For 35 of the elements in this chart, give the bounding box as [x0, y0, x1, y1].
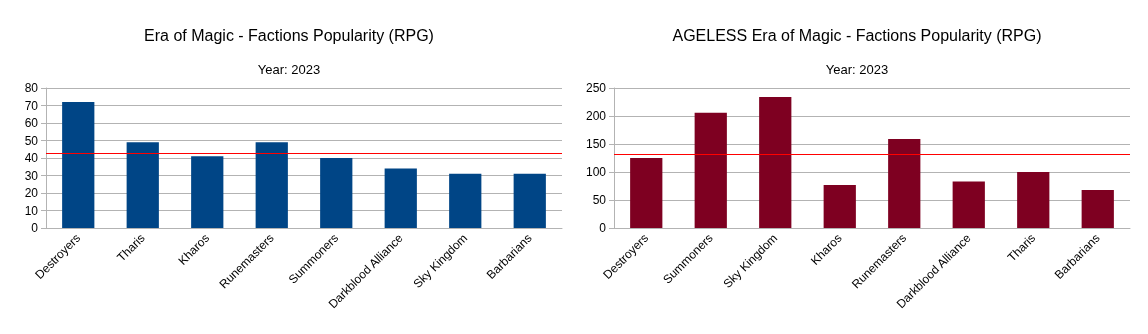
bar [952, 181, 985, 228]
chart-subtitle: Year: 2023 [257, 62, 321, 77]
bar [449, 173, 482, 228]
bar [320, 158, 353, 228]
bar [1017, 172, 1050, 228]
bar [513, 173, 546, 228]
chart-subtitle: Year: 2023 [825, 62, 889, 77]
y-tick-label: 100 [585, 165, 607, 179]
y-tick-label: 0 [599, 221, 607, 235]
y-tick-label: 50 [592, 193, 607, 207]
y-tick-label: 20 [24, 186, 39, 200]
bar [1081, 189, 1114, 228]
bar [759, 96, 792, 228]
bar [191, 156, 224, 228]
bar [823, 184, 856, 228]
y-tick-label: 30 [24, 168, 39, 183]
y-tick-label: 250 [585, 81, 607, 95]
chart-title: Era of Magic - Factions Popularity (RPG) [144, 26, 434, 44]
y-tick-label: 70 [24, 98, 39, 113]
bar [62, 102, 95, 228]
y-tick-label: 150 [585, 137, 607, 151]
bar [384, 168, 417, 228]
y-tick-label: 40 [24, 151, 39, 165]
y-tick-label: 0 [31, 221, 39, 235]
bar [888, 138, 921, 228]
bar [694, 112, 727, 228]
bar [126, 142, 159, 228]
y-tick-label: 80 [24, 81, 39, 95]
y-tick-label: 10 [24, 203, 39, 218]
bar [630, 158, 663, 228]
chart-title: AGELESS Era of Magic - Factions Popularity (RPG) [672, 26, 1042, 44]
y-tick-label: 60 [24, 116, 39, 130]
y-tick-label: 200 [585, 109, 607, 123]
y-tick-label: 50 [24, 133, 39, 148]
bar [255, 142, 288, 228]
